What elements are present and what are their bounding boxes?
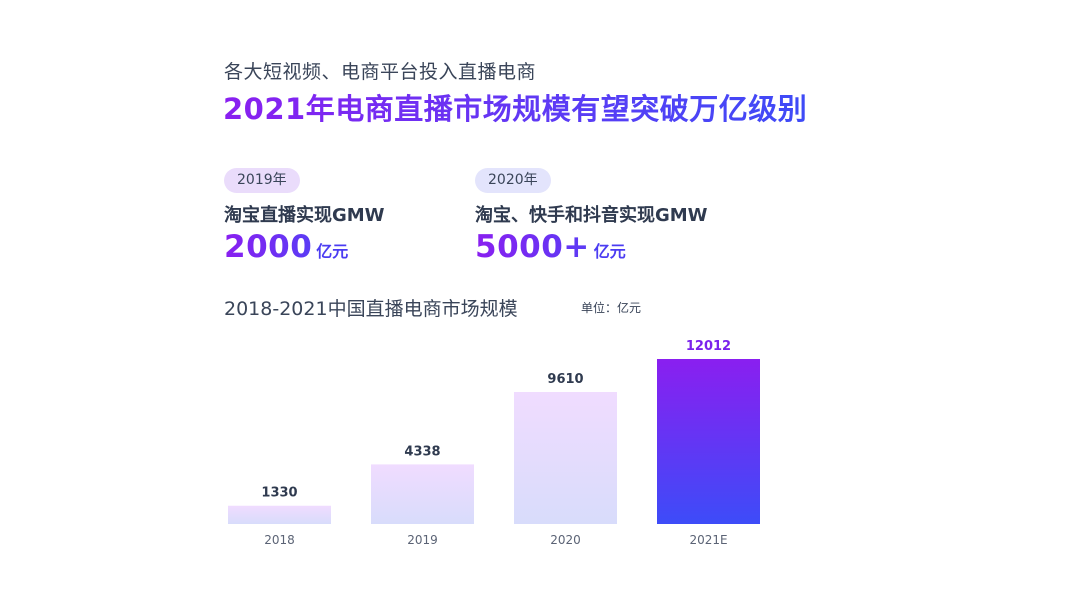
x-tick-label-2020: 2020 [550, 533, 581, 547]
year-badge: 2020年 [475, 168, 551, 193]
subtitle: 各大短视频、电商平台投入直播电商 [224, 61, 537, 83]
x-tick-label-2021E: 2021E [689, 533, 727, 547]
chart-title: 2018-2021中国直播电商市场规模 [224, 298, 518, 320]
x-tick-label-2018: 2018 [264, 533, 295, 547]
stat-unit: 亿元 [316, 242, 349, 261]
stat-2019: 2019年 淘宝直播实现GMW 2000 亿元 [224, 168, 385, 265]
value-label-2018: 1330 [261, 486, 297, 501]
headline: 2021年电商直播市场规模有望突破万亿级别 [223, 86, 807, 128]
stat-number: 5000+ [475, 229, 590, 265]
x-tick-label-2019: 2019 [407, 533, 438, 547]
value-label-2019: 4338 [404, 444, 440, 459]
stat-label: 淘宝、快手和抖音实现GMW [475, 205, 708, 226]
bar-2018 [228, 505, 331, 524]
stat-unit: 亿元 [593, 242, 626, 261]
chart-unit-note: 单位：亿元 [581, 301, 642, 315]
stat-number: 2000 [224, 229, 313, 265]
bar-2019 [371, 464, 474, 524]
value-label-2021E: 12012 [686, 339, 731, 354]
bar-2021E [657, 359, 760, 524]
stat-value: 2000 亿元 [224, 229, 385, 265]
stat-value: 5000+ 亿元 [475, 229, 708, 265]
stat-label: 淘宝直播实现GMW [224, 205, 385, 226]
bar-2020 [514, 391, 617, 524]
stat-2020: 2020年 淘宝、快手和抖音实现GMW 5000+ 亿元 [475, 168, 708, 265]
value-label-2020: 9610 [547, 372, 583, 387]
year-badge: 2019年 [224, 168, 300, 193]
